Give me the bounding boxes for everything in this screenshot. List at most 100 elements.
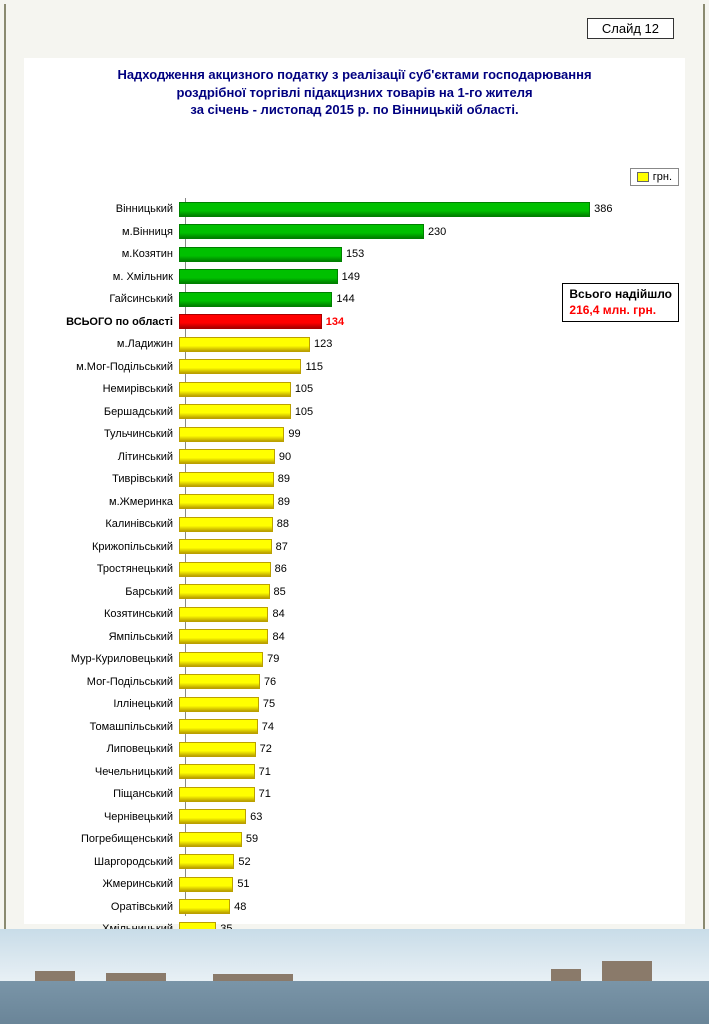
value-label: 99 [283,428,300,440]
chart-row: Погребищенський59 [34,828,605,851]
bar: 76 [179,674,260,689]
bar-area: 72 [179,738,605,761]
footer-building [602,961,652,981]
category-label: Крижопільський [34,541,179,553]
bar-area: 59 [179,828,605,851]
category-label: Тиврівський [34,473,179,485]
bar: 72 [179,742,256,757]
chart-row: Мур-Куриловецький79 [34,648,605,671]
bar-area: 386 [179,198,605,221]
bar: 59 [179,832,242,847]
category-label: Томашпільський [34,721,179,733]
chart-row: Чернівецький63 [34,806,605,829]
bar-area: 99 [179,423,605,446]
value-label: 144 [331,293,354,305]
bar-area: 105 [179,401,605,424]
bar: 105 [179,404,291,419]
chart-row: Немирівський105 [34,378,605,401]
bar: 71 [179,764,255,779]
footer-building [106,973,166,981]
legend-label: грн. [653,171,672,183]
bar: 63 [179,809,246,824]
bar-area: 123 [179,333,605,356]
bar: 75 [179,697,259,712]
bar: 144 [179,292,332,307]
value-label: 84 [267,631,284,643]
category-label: м.Вінниця [34,226,179,238]
value-label: 74 [257,721,274,733]
category-label: Гайсинський [34,293,179,305]
chart-row: Піщанський71 [34,783,605,806]
value-label: 48 [229,901,246,913]
bar: 153 [179,247,342,262]
category-label: Немирівський [34,383,179,395]
bar: 71 [179,787,255,802]
value-label: 123 [309,338,332,350]
bar-area: 52 [179,851,605,874]
chart-row: Крижопільський87 [34,536,605,559]
bar: 88 [179,517,273,532]
chart-row: Липовецький72 [34,738,605,761]
category-label: ВСЬОГО по області [34,316,179,328]
bar-area: 48 [179,896,605,919]
chart-row: Шаргородський52 [34,851,605,874]
category-label: Тростянецький [34,563,179,575]
value-label: 230 [423,226,446,238]
bar-area: 144 [179,288,605,311]
category-label: Шаргородський [34,856,179,868]
category-label: Липовецький [34,743,179,755]
bar-area: 134 [179,311,605,334]
bar: 386 [179,202,590,217]
bar-area: 84 [179,626,605,649]
chart-row: Козятинський84 [34,603,605,626]
bar: 51 [179,877,233,892]
category-label: Мог-Подільський [34,676,179,688]
chart-title: Надходження акцизного податку з реалізац… [24,58,685,121]
chart-row: Мог-Подільський76 [34,671,605,694]
value-label: 105 [290,406,313,418]
bar: 84 [179,629,268,644]
bar-area: 76 [179,671,605,694]
bar: 105 [179,382,291,397]
chart-row: Гайсинський144 [34,288,605,311]
bar-area: 84 [179,603,605,626]
category-label: Барський [34,586,179,598]
chart-row: Жмеринський51 [34,873,605,896]
bar: 115 [179,359,301,374]
value-label: 90 [274,451,291,463]
value-label: 51 [232,878,249,890]
bar-area: 71 [179,761,605,784]
value-label: 84 [267,608,284,620]
bar: 89 [179,472,274,487]
value-label: 89 [273,473,290,485]
category-label: Бершадський [34,406,179,418]
bar-area: 89 [179,468,605,491]
chart-row: м.Жмеринка89 [34,491,605,514]
footer-water [0,981,709,1024]
footer-building [35,971,75,981]
value-label: 85 [269,586,286,598]
chart-row: м.Мог-Подільський115 [34,356,605,379]
bar: 74 [179,719,258,734]
category-label: Оратівський [34,901,179,913]
bar-area: 71 [179,783,605,806]
chart-row: Тульчинський99 [34,423,605,446]
bar: 230 [179,224,424,239]
category-label: Літинський [34,451,179,463]
value-label: 134 [321,316,344,328]
chart-row: Калинівський88 [34,513,605,536]
footer-sky [0,929,709,981]
chart-row: м.Ладижин123 [34,333,605,356]
bar-area: 79 [179,648,605,671]
bar: 89 [179,494,274,509]
bar-area: 85 [179,581,605,604]
footer-landscape [0,929,709,1024]
chart-row: Іллінецький75 [34,693,605,716]
value-label: 63 [245,811,262,823]
bar-area: 89 [179,491,605,514]
value-label: 149 [337,271,360,283]
chart-row: Бершадський105 [34,401,605,424]
category-label: м. Хмільник [34,271,179,283]
chart-row: ВСЬОГО по області 134 [34,311,605,334]
category-label: Погребищенський [34,833,179,845]
